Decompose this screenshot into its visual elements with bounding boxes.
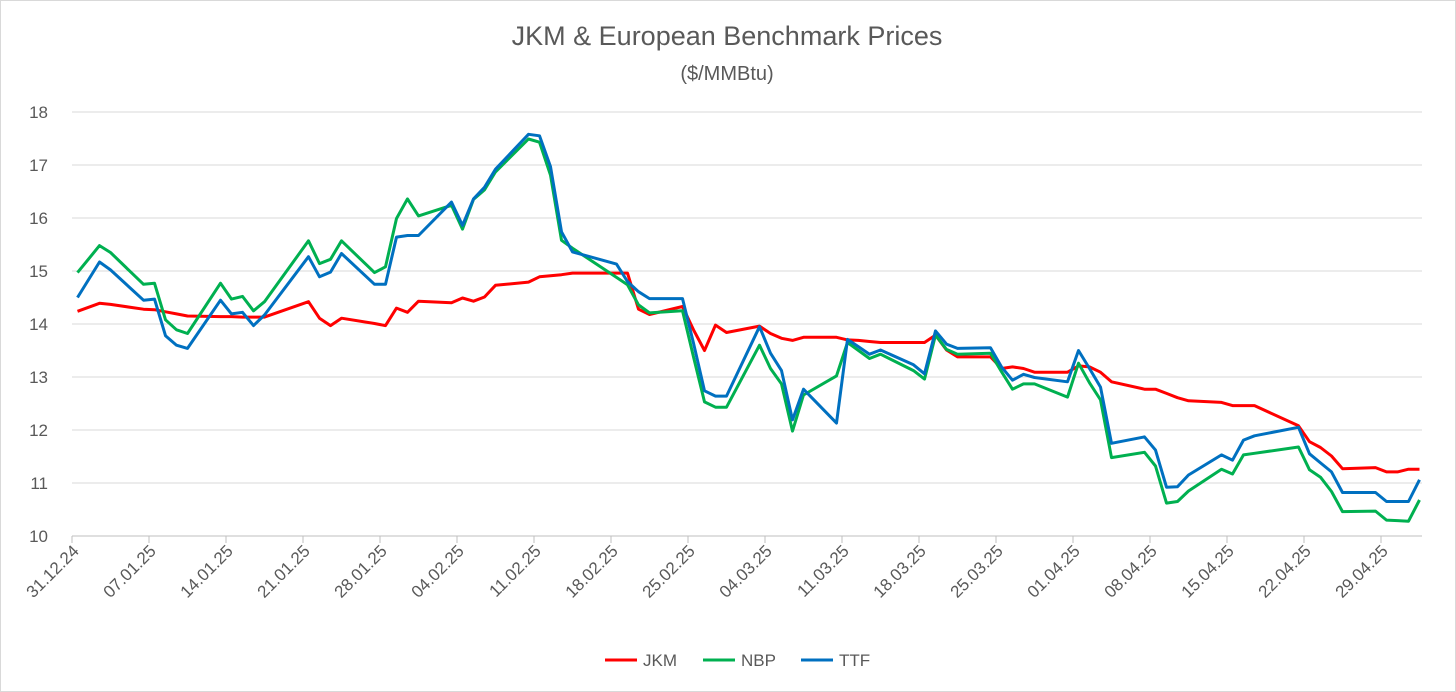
- legend-item-nbp: NBP: [703, 651, 776, 670]
- legend-label: TTF: [839, 651, 870, 670]
- y-axis: 10 11 12 13 14 15 16 17 18: [29, 103, 48, 546]
- legend: JKM NBP TTF: [605, 651, 870, 670]
- y-tick-label: 18: [29, 103, 48, 122]
- series-lines: [76, 132, 1421, 523]
- legend-item-jkm: JKM: [605, 651, 677, 670]
- y-tick-label: 10: [29, 527, 48, 546]
- series-line-ttf: [76, 132, 1421, 503]
- legend-label: JKM: [643, 651, 677, 670]
- y-tick-label: 13: [29, 368, 48, 387]
- legend-item-ttf: TTF: [801, 651, 870, 670]
- y-tick-label: 14: [29, 315, 48, 334]
- chart-title: JKM & European Benchmark Prices: [512, 21, 943, 51]
- legend-label: NBP: [741, 651, 776, 670]
- y-tick-label: 17: [29, 156, 48, 175]
- series-line-nbp: [76, 137, 1421, 523]
- y-tick-label: 11: [30, 474, 48, 493]
- chart-subtitle: ($/MMBtu): [680, 63, 773, 85]
- series-line-jkm: [76, 271, 1420, 474]
- y-tick-label: 12: [29, 421, 48, 440]
- y-tick-label: 15: [29, 262, 48, 281]
- y-tick-label: 16: [29, 209, 48, 228]
